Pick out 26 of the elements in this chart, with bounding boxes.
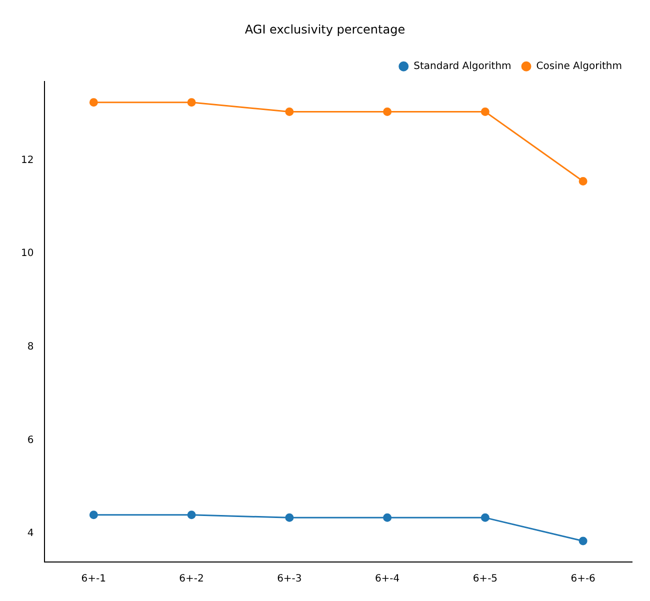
point <box>480 513 490 522</box>
x-tick-label: 6+-4 <box>374 574 400 585</box>
point <box>578 177 588 186</box>
legend-label: Cosine Algorithm <box>536 60 622 72</box>
point <box>285 513 294 522</box>
point <box>89 98 98 107</box>
y-tick-label: 6 <box>27 434 34 446</box>
point <box>187 98 196 107</box>
x-tick-label: 6+-2 <box>179 574 204 585</box>
point <box>480 107 490 116</box>
y-tick-label: 8 <box>27 341 34 352</box>
y-tick-label: 12 <box>20 154 34 166</box>
x-tick-label: 6+-1 <box>81 574 106 585</box>
point <box>383 513 392 522</box>
chart-title: AGI exclusivity percentage <box>244 22 406 36</box>
point <box>89 510 98 520</box>
point <box>187 510 196 520</box>
legend-label: Standard Algorithm <box>414 60 512 72</box>
x-tick-label: 6+-3 <box>277 574 302 585</box>
x-tick-label: 6+-5 <box>472 574 498 585</box>
x-tick-label: 6+-6 <box>570 574 596 585</box>
point <box>578 536 588 546</box>
point <box>285 107 294 116</box>
y-tick-label: 4 <box>27 528 34 540</box>
point <box>383 107 392 116</box>
y-tick-label: 10 <box>20 248 34 260</box>
